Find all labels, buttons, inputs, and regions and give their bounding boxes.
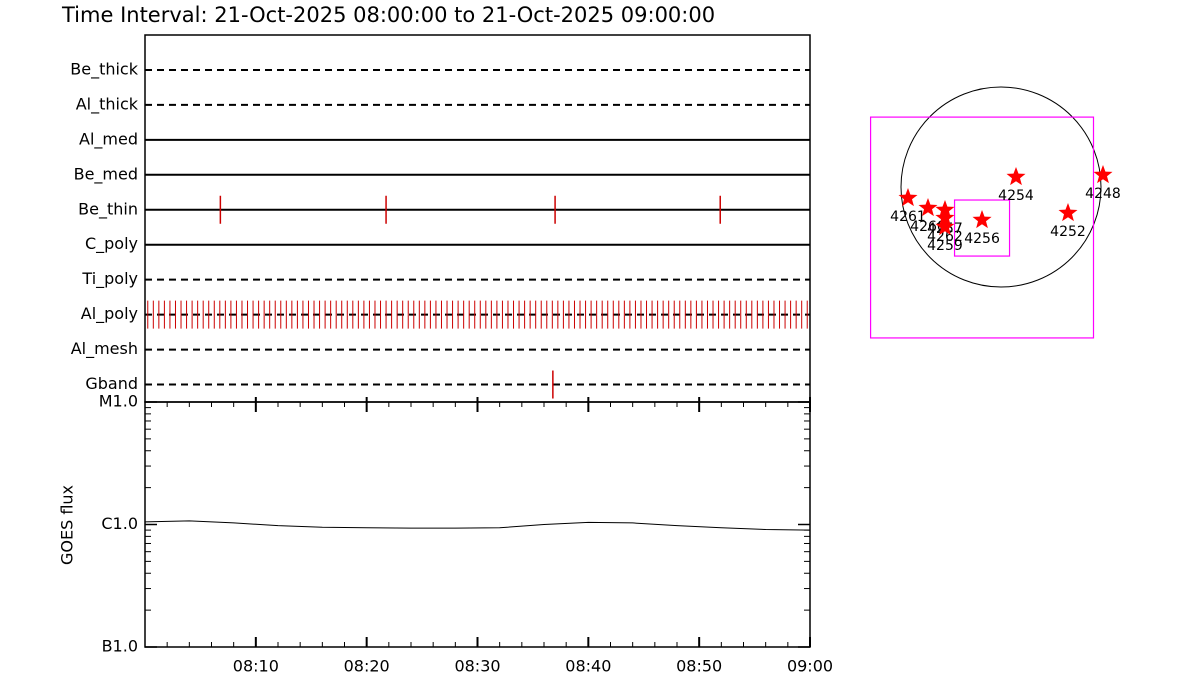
region-label: 4252 bbox=[1050, 224, 1086, 240]
region-star bbox=[935, 217, 955, 236]
y-tick-label: B1.0 bbox=[102, 637, 138, 656]
region-star bbox=[1058, 203, 1078, 222]
region-star bbox=[972, 210, 992, 229]
region-label: 4260 bbox=[910, 219, 946, 235]
region-label: 4262 bbox=[927, 229, 963, 245]
region-label: 4261 bbox=[890, 209, 926, 225]
x-tick-label: 08:20 bbox=[344, 657, 390, 676]
filter-label: Al_med bbox=[79, 129, 138, 149]
goes-curve bbox=[144, 520, 811, 531]
region-star bbox=[1006, 167, 1026, 186]
x-tick-label: 08:10 bbox=[233, 657, 279, 676]
filter-label: C_poly bbox=[85, 234, 138, 254]
filter-label: Al_poly bbox=[81, 304, 138, 324]
filter-label: Al_thick bbox=[76, 94, 139, 114]
region-star bbox=[898, 188, 918, 207]
x-tick-label: 08:30 bbox=[454, 657, 500, 676]
fov-box bbox=[869, 116, 1095, 339]
region-star bbox=[1093, 165, 1113, 184]
x-tick-label: 09:00 bbox=[787, 657, 833, 676]
region-star bbox=[935, 208, 955, 227]
title: Time Interval: 21-Oct-2025 08:00:00 to 2… bbox=[61, 3, 715, 27]
y-tick-label: C1.0 bbox=[101, 514, 138, 533]
y-tick-label: M1.0 bbox=[99, 392, 138, 411]
region-label: 4259 bbox=[927, 238, 963, 254]
panel-frame bbox=[144, 401, 811, 648]
filter-label: Be_thin bbox=[78, 199, 138, 219]
filter-label: Be_med bbox=[74, 164, 138, 184]
x-tick-label: 08:50 bbox=[676, 657, 722, 676]
solar-limb bbox=[900, 86, 1102, 288]
region-label: 4256 bbox=[964, 231, 1000, 247]
region-label: 4254 bbox=[998, 188, 1034, 204]
y-axis-label: GOES flux bbox=[58, 485, 77, 565]
panel-frame bbox=[144, 34, 811, 403]
fov-box bbox=[953, 199, 1011, 257]
filter-label: Al_mesh bbox=[71, 339, 138, 359]
filter-label: Be_thick bbox=[70, 59, 138, 79]
filter-label: Gband bbox=[85, 374, 138, 393]
region-label: 4248 bbox=[1085, 186, 1121, 202]
region-star bbox=[918, 198, 938, 217]
x-tick-label: 08:40 bbox=[565, 657, 611, 676]
filter-label: Ti_poly bbox=[81, 269, 138, 289]
